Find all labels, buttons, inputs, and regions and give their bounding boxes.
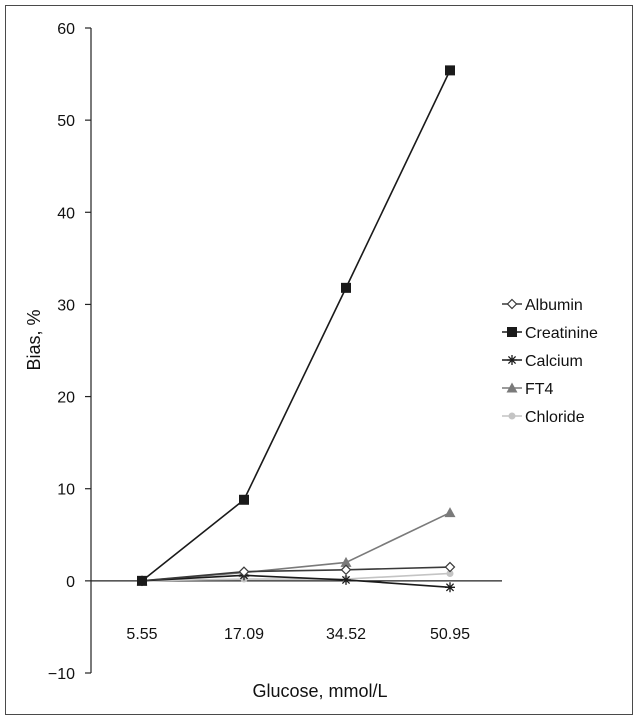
creatinine-point xyxy=(445,65,455,76)
legend: Albumin Creatinine Calcium FT4 Chloride xyxy=(502,297,598,426)
y-axis: −10 0 10 20 30 40 50 60 xyxy=(48,21,92,683)
x-tick-label: 50.95 xyxy=(430,626,470,643)
chloride-point xyxy=(446,569,454,577)
legend-marker xyxy=(506,382,518,393)
legend-label: Creatinine xyxy=(525,325,598,342)
y-tick-label: 20 xyxy=(57,390,75,407)
creatinine-line xyxy=(141,70,451,582)
legend-label: Albumin xyxy=(525,297,583,314)
legend-item-ft4: FT4 xyxy=(502,381,554,398)
legend-item-chloride: Chloride xyxy=(502,409,585,426)
albumin-point xyxy=(238,566,250,577)
legend-marker xyxy=(507,327,517,337)
legend-label: Calcium xyxy=(525,353,583,370)
y-tick-label: 0 xyxy=(66,574,75,591)
x-tick-label: 5.55 xyxy=(126,626,157,643)
creatinine-point xyxy=(341,282,351,293)
y-tick-label: 10 xyxy=(57,482,75,499)
y-tick-label: 50 xyxy=(57,113,75,130)
albumin-point xyxy=(444,561,456,573)
legend-label: FT4 xyxy=(525,381,554,398)
legend-label: Chloride xyxy=(525,409,585,426)
chart-frame xyxy=(5,5,633,715)
series-layer xyxy=(136,65,456,593)
legend-marker xyxy=(507,355,517,365)
chloride-line xyxy=(141,572,451,582)
x-axis-title: Glucose, mmol/L xyxy=(252,681,387,701)
series-creatinine xyxy=(137,65,455,586)
y-tick-label: 40 xyxy=(57,205,75,222)
y-tick-label: 30 xyxy=(57,297,75,314)
y-axis-title: Bias, % xyxy=(24,309,44,370)
legend-marker xyxy=(506,298,518,310)
calcium-point xyxy=(341,574,351,585)
y-tick-label: 60 xyxy=(57,21,75,38)
y-tick-label: −10 xyxy=(48,666,75,683)
creatinine-point xyxy=(239,494,249,505)
x-tick-label: 34.52 xyxy=(326,626,366,643)
calcium-line xyxy=(141,574,451,589)
x-axis: 5.55 17.09 34.52 50.95 xyxy=(91,580,502,643)
legend-item-creatinine: Creatinine xyxy=(502,325,598,342)
ft4-point xyxy=(340,556,352,567)
creatinine-point xyxy=(137,575,147,586)
albumin-point xyxy=(340,564,352,576)
x-tick-label: 17.09 xyxy=(224,626,264,643)
legend-item-albumin: Albumin xyxy=(502,297,583,314)
series-albumin xyxy=(136,561,456,587)
legend-marker xyxy=(508,412,516,420)
legend-item-calcium: Calcium xyxy=(502,353,583,370)
calcium-point xyxy=(445,582,455,593)
albumin-line xyxy=(141,566,451,582)
ft4-point xyxy=(444,507,456,518)
